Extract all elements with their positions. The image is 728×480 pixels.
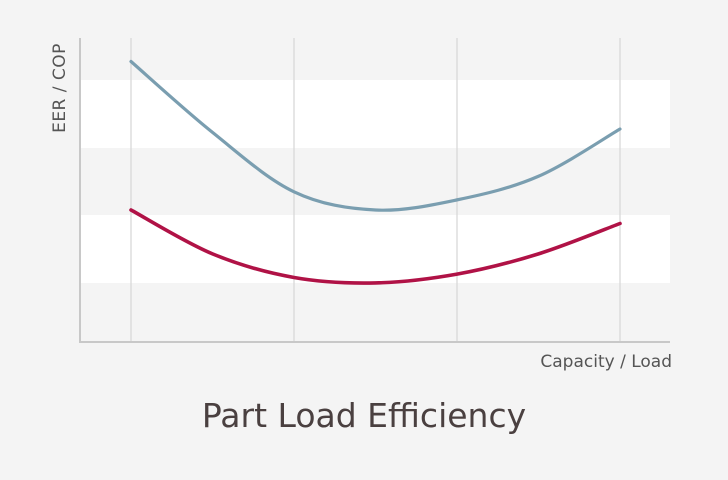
background-band <box>80 215 670 283</box>
x-axis-label: Capacity / Load <box>540 352 672 372</box>
series-line-1 <box>129 59 622 212</box>
series-line-2 <box>129 208 622 285</box>
y-axis-label: EER / COP <box>50 43 70 133</box>
chart-title: Part Load Efficiency <box>201 396 527 435</box>
background-band <box>80 80 670 148</box>
